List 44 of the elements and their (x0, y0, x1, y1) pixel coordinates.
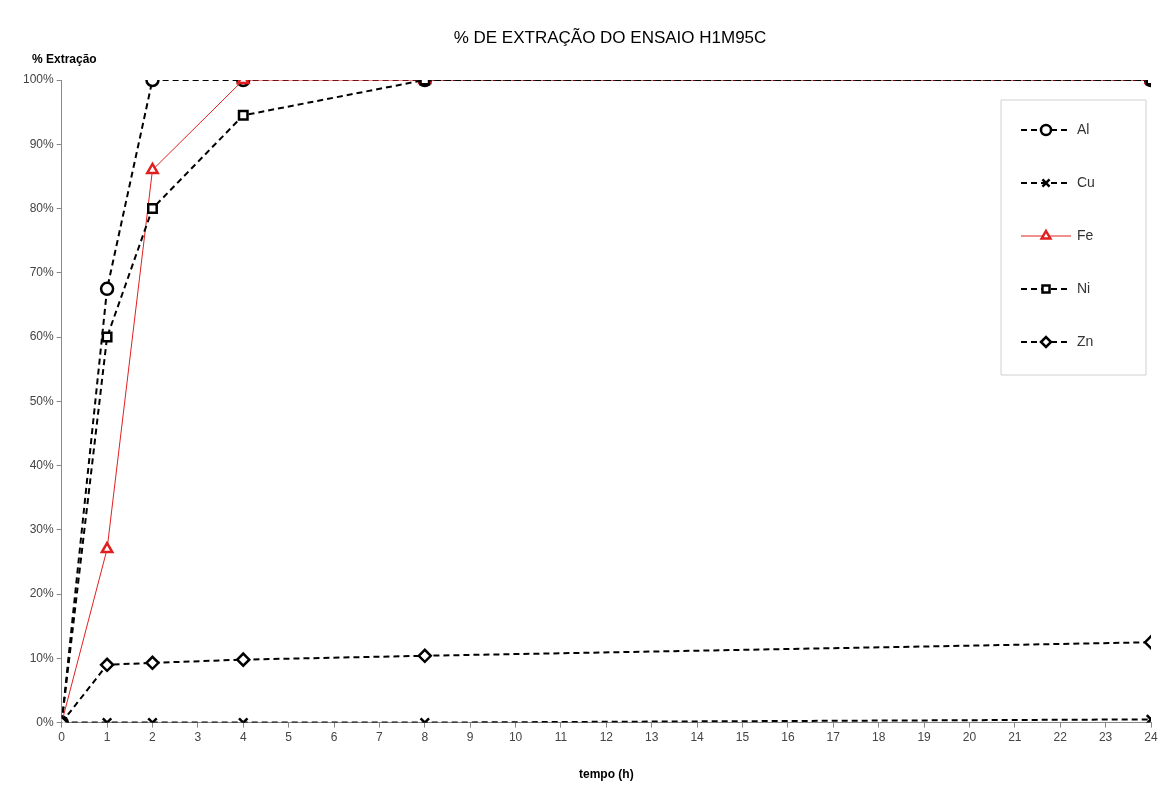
x-tick-label: 8 (421, 730, 429, 745)
x-tick-label: 4 (239, 730, 247, 745)
x-tick-label: 5 (285, 730, 293, 745)
y-tick-label: 20% (29, 586, 55, 601)
x-tick-label: 20 (962, 730, 977, 745)
x-tick-label: 21 (1008, 730, 1022, 745)
x-tick-label: 19 (917, 730, 932, 745)
x-tick-label: 23 (1098, 730, 1113, 745)
x-tick-label: 16 (781, 730, 795, 745)
legend-label: Ni (1077, 279, 1091, 296)
y-tick-label: 30% (29, 522, 55, 537)
x-tick-label: 12 (599, 730, 614, 745)
legend-label: Cu (1077, 173, 1095, 190)
x-tick-label: 2 (149, 730, 157, 745)
y-tick-label: 80% (29, 200, 55, 215)
x-tick-label: 14 (690, 730, 705, 745)
x-tick-label: 9 (466, 730, 474, 745)
x-tick-label: 15 (735, 730, 750, 745)
chart-title: % DE EXTRAÇÃO DO ENSAIO H1M95C (453, 27, 767, 47)
y-tick-label: 40% (29, 457, 55, 472)
x-tick-label: 3 (194, 730, 202, 745)
x-tick-label: 18 (871, 730, 886, 745)
y-tick-label: 70% (29, 265, 55, 280)
x-tick-label: 1 (103, 730, 111, 745)
x-tick-label: 17 (826, 730, 841, 745)
legend-label: Al (1077, 120, 1090, 137)
x-tick-label: 6 (330, 730, 338, 745)
x-tick-label: 24 (1144, 730, 1158, 745)
y-axis-title: % Extração (32, 52, 97, 67)
x-tick-label: 7 (376, 730, 384, 745)
y-tick-label: 10% (29, 650, 55, 665)
y-tick-label: 0% (36, 714, 55, 729)
legend-label: Zn (1077, 332, 1094, 349)
x-tick-label: 13 (645, 730, 659, 745)
y-tick-label: 50% (29, 393, 55, 408)
x-axis-title: tempo (h) (579, 766, 634, 781)
y-tick-label: 60% (29, 329, 55, 344)
x-tick-label: 11 (554, 730, 568, 745)
y-tick-label: 100% (22, 72, 55, 87)
x-tick-label: 0 (58, 730, 66, 745)
x-tick-label: 22 (1053, 730, 1068, 745)
y-tick-label: 90% (29, 136, 55, 151)
legend-label: Fe (1077, 226, 1094, 243)
x-tick-label: 10 (508, 730, 523, 745)
